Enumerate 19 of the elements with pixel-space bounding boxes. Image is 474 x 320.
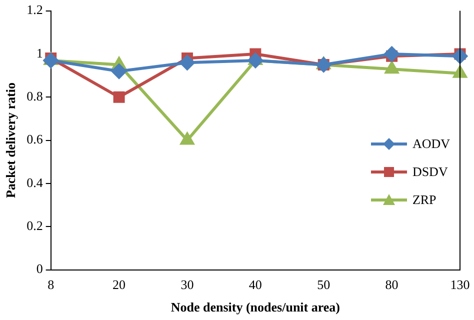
x-tick-label: 8 (48, 277, 54, 292)
y-tick-label: 0.4 (26, 174, 44, 190)
y-axis-title: Packet delivery ratio (3, 82, 18, 198)
x-tick-label: 50 (317, 277, 330, 292)
y-tick-label: 0.6 (26, 132, 44, 147)
x-tick-label: 130 (450, 277, 470, 292)
y-tick-label: 0 (36, 261, 43, 276)
y-tick-label: 0.2 (26, 218, 43, 234)
y-tick-label: 1.2 (26, 2, 43, 18)
legend-label: ZRP (412, 192, 436, 208)
y-tick-label: 1 (36, 45, 43, 60)
x-tick-label: 20 (112, 277, 126, 292)
x-axis-title: Node density (nodes/unit area) (170, 300, 340, 315)
x-tick-label: 80 (385, 277, 398, 292)
x-tick-label: 30 (180, 277, 194, 292)
legend-label: AODV (412, 136, 450, 152)
legend-label: DSDV (412, 164, 448, 180)
y-tick-label: 0.8 (26, 88, 43, 104)
x-tick-label: 40 (248, 277, 262, 292)
